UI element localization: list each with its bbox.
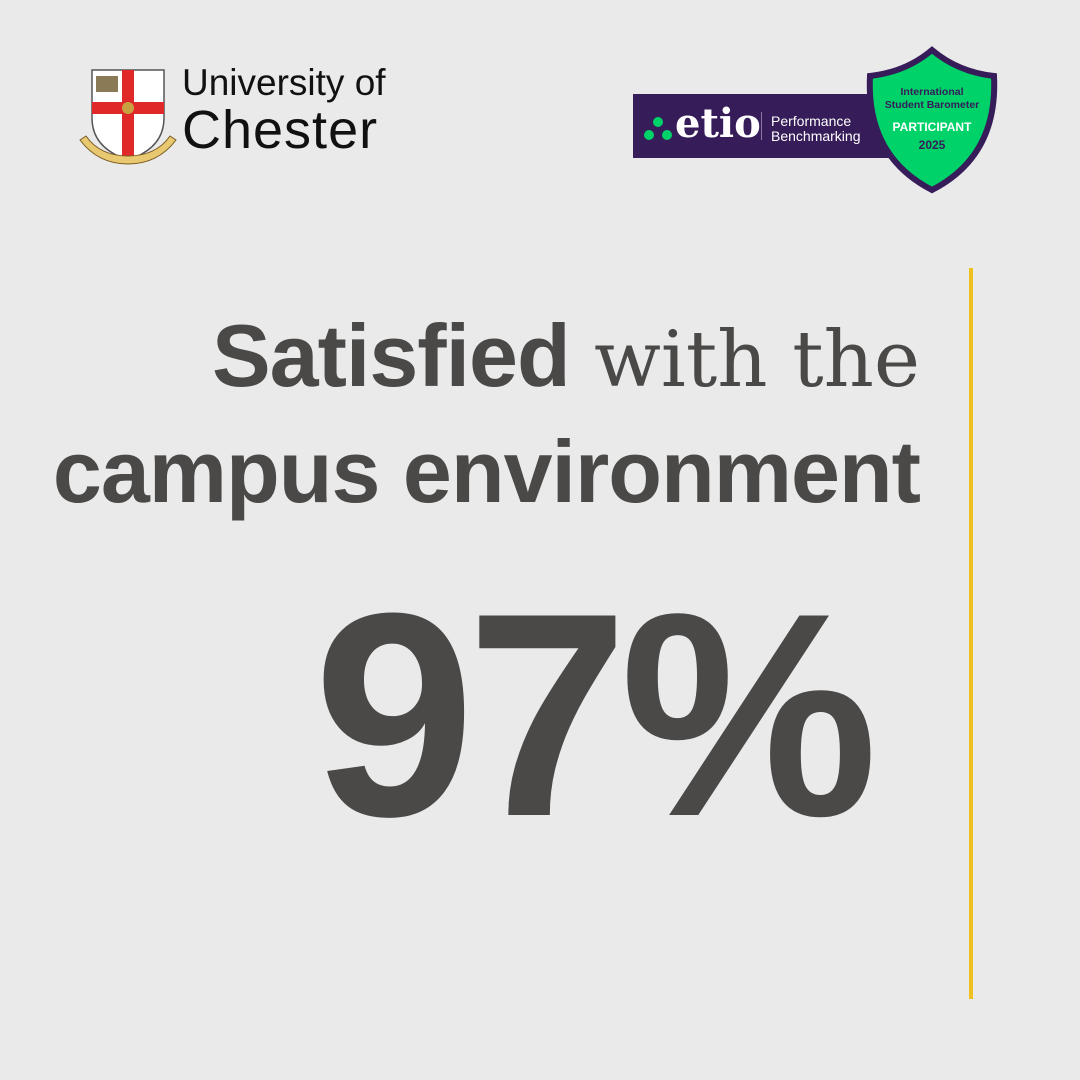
stat-value: 97% xyxy=(313,553,878,877)
participant-label: PARTICIPANT xyxy=(892,120,972,134)
etio-subtitle: Performance Benchmarking xyxy=(771,114,861,144)
shield-line2: Student Barometer xyxy=(884,99,980,111)
year-label: 2025 xyxy=(918,138,946,152)
subtitle-line1: Performance xyxy=(771,113,852,129)
shield-icon xyxy=(866,46,998,194)
shield-line1: International xyxy=(900,86,964,98)
divider xyxy=(761,112,762,140)
etio-brand: etio xyxy=(675,100,761,147)
subtitle-line2: Benchmarking xyxy=(771,128,861,144)
university-name-line1: University of xyxy=(182,62,386,103)
headline-serif: with the xyxy=(594,315,920,405)
university-crest-logo xyxy=(79,69,177,165)
headline-bold: Satisfied xyxy=(211,306,571,405)
headline-line2: campus environment xyxy=(52,422,921,521)
university-name-line2: Chester xyxy=(182,100,379,160)
etio-badge: etio Performance Benchmarking xyxy=(633,94,903,158)
university-name: University of Chester xyxy=(182,64,386,157)
accent-divider xyxy=(969,268,973,999)
shield-text: International Student Barometer PARTICIP… xyxy=(866,86,998,152)
etio-dots-icon xyxy=(644,117,672,140)
headline: Satisfied with the campus environment xyxy=(52,300,921,528)
